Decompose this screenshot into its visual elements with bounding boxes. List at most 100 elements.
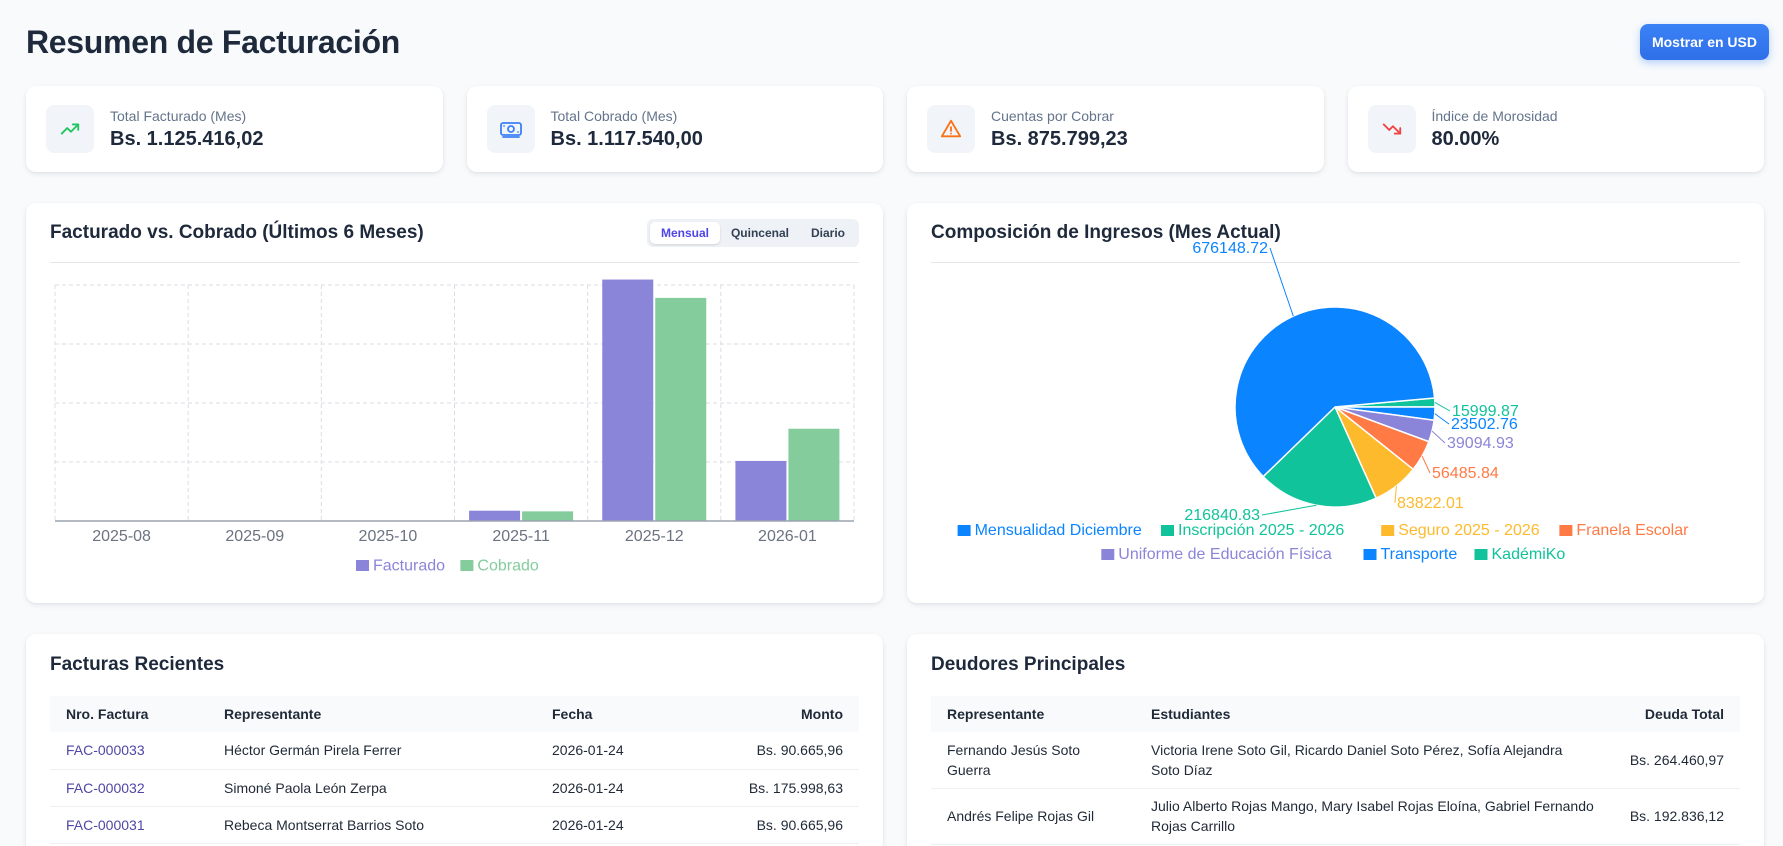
table-cell: Bs. 192.836,12 <box>1610 788 1740 845</box>
invoice-link[interactable]: FAC-000033 <box>50 732 208 770</box>
kpi-value: Bs. 1.125.416,02 <box>110 127 264 150</box>
legend-swatch <box>957 525 971 536</box>
card-header: Composición de Ingresos (Mes Actual) <box>931 203 1740 263</box>
x-tick-label: 2025-08 <box>92 528 151 545</box>
column-header: Fecha <box>536 696 686 732</box>
slice-value-label: 23502.76 <box>1451 416 1518 433</box>
kpi-label: Cuentas por Cobrar <box>991 107 1114 124</box>
slice-value-label: 83822.01 <box>1397 495 1464 512</box>
legend-label: Mensualidad Diciembre <box>975 522 1142 539</box>
slice-value-label: 15999.87 <box>1452 403 1519 420</box>
kpi-receivables: Cuentas por Cobrar Bs. 875.799,23 <box>907 86 1324 172</box>
legend-label: Seguro 2025 - 2026 <box>1398 522 1540 539</box>
table-row[interactable]: FAC-000033 Héctor Germán Pirela Ferrer 2… <box>50 732 859 770</box>
card-header: Facturado vs. Cobrado (Últimos 6 Meses) … <box>50 203 859 263</box>
legend-swatch <box>460 560 474 571</box>
warning-icon <box>927 105 975 153</box>
bar-facturado-2025-12 <box>602 279 654 521</box>
invoice-link[interactable]: FAC-000032 <box>50 769 208 807</box>
legend-swatch <box>356 560 369 571</box>
slice-value-label: 676148.72 <box>1192 240 1268 257</box>
table-cell: Julio Alberto Rojas Mango, Mary Isabel R… <box>1135 788 1610 845</box>
x-tick-label: 2025-12 <box>625 528 684 545</box>
kpi-value: Bs. 875.799,23 <box>991 127 1128 150</box>
trending-down-icon <box>1367 105 1416 153</box>
legend-label: Cobrado <box>477 558 538 575</box>
slice-leader-line <box>1421 455 1431 474</box>
legend-label: Franela Escolar <box>1576 522 1689 539</box>
bar-cobrado-2025-12 <box>655 297 707 521</box>
table-cell: Fernando Jesús Soto Guerra <box>931 732 1135 789</box>
page-header: Resumen de Facturación Mostrar en USD <box>26 18 1769 66</box>
column-header: Nro. Factura <box>50 696 208 732</box>
table-cell: Simoné Paola León Zerpa <box>208 769 536 807</box>
invoice-link[interactable]: FAC-000031 <box>50 806 208 844</box>
table-row[interactable]: Andrés Felipe Rojas Gil Julio Alberto Ro… <box>931 788 1740 845</box>
bar-facturado-2025-11 <box>469 510 521 521</box>
table-cell: Andrés Felipe Rojas Gil <box>931 788 1135 845</box>
bar-cobrado-2025-11 <box>522 511 574 521</box>
x-tick-label: 2025-11 <box>492 528 550 545</box>
slice-value-label: 39094.93 <box>1447 435 1514 452</box>
bar-chart: 2025-08 2025-09 2025-10 2025-11 2025-12 2026-… <box>54 279 855 575</box>
slice-leader-line <box>1269 247 1294 317</box>
table-row[interactable]: Fernando Jesús Soto Guerra Victoria Iren… <box>931 732 1740 789</box>
table-cell: Victoria Irene Soto Gil, Ricardo Daniel … <box>1135 732 1610 789</box>
recent-invoices-card: Facturas Recientes Nro. Factura Represen… <box>26 634 883 846</box>
kpi-value: 80.00% <box>1431 127 1500 150</box>
x-tick-label: 2026-01 <box>758 528 817 545</box>
kpi-value: Bs. 1.117.540,00 <box>550 127 703 150</box>
table-cell: Héctor Germán Pirela Ferrer <box>208 732 536 770</box>
debtors-table: Representante Estudiantes Deuda Total Fe… <box>931 696 1740 845</box>
legend-label: KadémiKo <box>1492 546 1566 563</box>
table-cell: 2026-01-24 <box>536 769 686 807</box>
kpi-total-billed: Total Facturado (Mes) Bs. 1.125.416,02 <box>26 86 443 172</box>
tab-diario[interactable]: Diario <box>810 225 845 240</box>
table-row[interactable]: FAC-000032 Simoné Paola León Zerpa 2026-… <box>50 769 859 807</box>
slice-leader-line <box>1434 413 1450 425</box>
legend-label: Facturado <box>373 558 445 575</box>
kpi-label: Total Facturado (Mes) <box>110 107 247 124</box>
legend-swatch <box>1161 525 1174 536</box>
tab-mensual[interactable]: Mensual <box>649 221 720 244</box>
table-row[interactable]: FAC-000031 Rebeca Montserrat Barrios Sot… <box>50 806 859 844</box>
slice-leader-line <box>1261 504 1317 516</box>
table-cell: Bs. 90.665,96 <box>686 806 859 844</box>
legend-swatch <box>1381 525 1395 536</box>
legend-label: Uniforme de Educación Física <box>1118 546 1332 563</box>
column-header: Monto <box>686 696 859 732</box>
table-cell: 2026-01-24 <box>536 732 686 770</box>
pie-slice-1 <box>1262 405 1378 508</box>
slice-leader-line <box>1434 402 1451 412</box>
kpi-total-collected: Total Cobrado (Mes) Bs. 1.117.540,00 <box>466 86 883 172</box>
table-cell: Bs. 264.460,97 <box>1610 732 1740 789</box>
period-toggle: Mensual Quincenal Diario <box>646 218 859 247</box>
card-title: Deudores Principales <box>931 654 1126 675</box>
legend-label: Transporte <box>1381 546 1458 563</box>
column-header: Deuda Total <box>1610 696 1740 732</box>
table-cell: Rebeca Montserrat Barrios Soto <box>208 806 536 844</box>
tab-quincenal[interactable]: Quincenal <box>730 225 789 240</box>
cash-icon <box>486 105 535 153</box>
column-header: Representante <box>931 696 1135 732</box>
kpi-row: Total Facturado (Mes) Bs. 1.125.416,02 T… <box>26 86 1764 172</box>
table-header-row: Nro. Factura Representante Fecha Monto <box>50 696 859 732</box>
card-title: Facturado vs. Cobrado (Últimos 6 Meses) <box>50 221 424 243</box>
column-header: Estudiantes <box>1135 696 1610 732</box>
pie-slice-0 <box>1234 306 1436 478</box>
legend-swatch <box>1559 525 1573 536</box>
slice-value-label: 56485.84 <box>1432 465 1499 482</box>
page-title: Resumen de Facturación <box>26 23 400 60</box>
x-tick-label: 2025-10 <box>359 528 418 545</box>
slice-leader-line <box>1394 485 1397 504</box>
legend-label: Inscripción 2025 - 2026 <box>1178 522 1344 539</box>
top-debtors-card: Deudores Principales Representante Estud… <box>907 634 1764 846</box>
show-usd-button[interactable]: Mostrar en USD <box>1639 24 1769 60</box>
table-cell: Bs. 175.998,63 <box>686 769 859 807</box>
table-cell: 2026-01-24 <box>536 806 686 844</box>
trending-up-icon <box>46 105 94 153</box>
column-header: Representante <box>208 696 536 732</box>
table-header-row: Representante Estudiantes Deuda Total <box>931 696 1740 732</box>
legend-swatch <box>1101 549 1115 560</box>
